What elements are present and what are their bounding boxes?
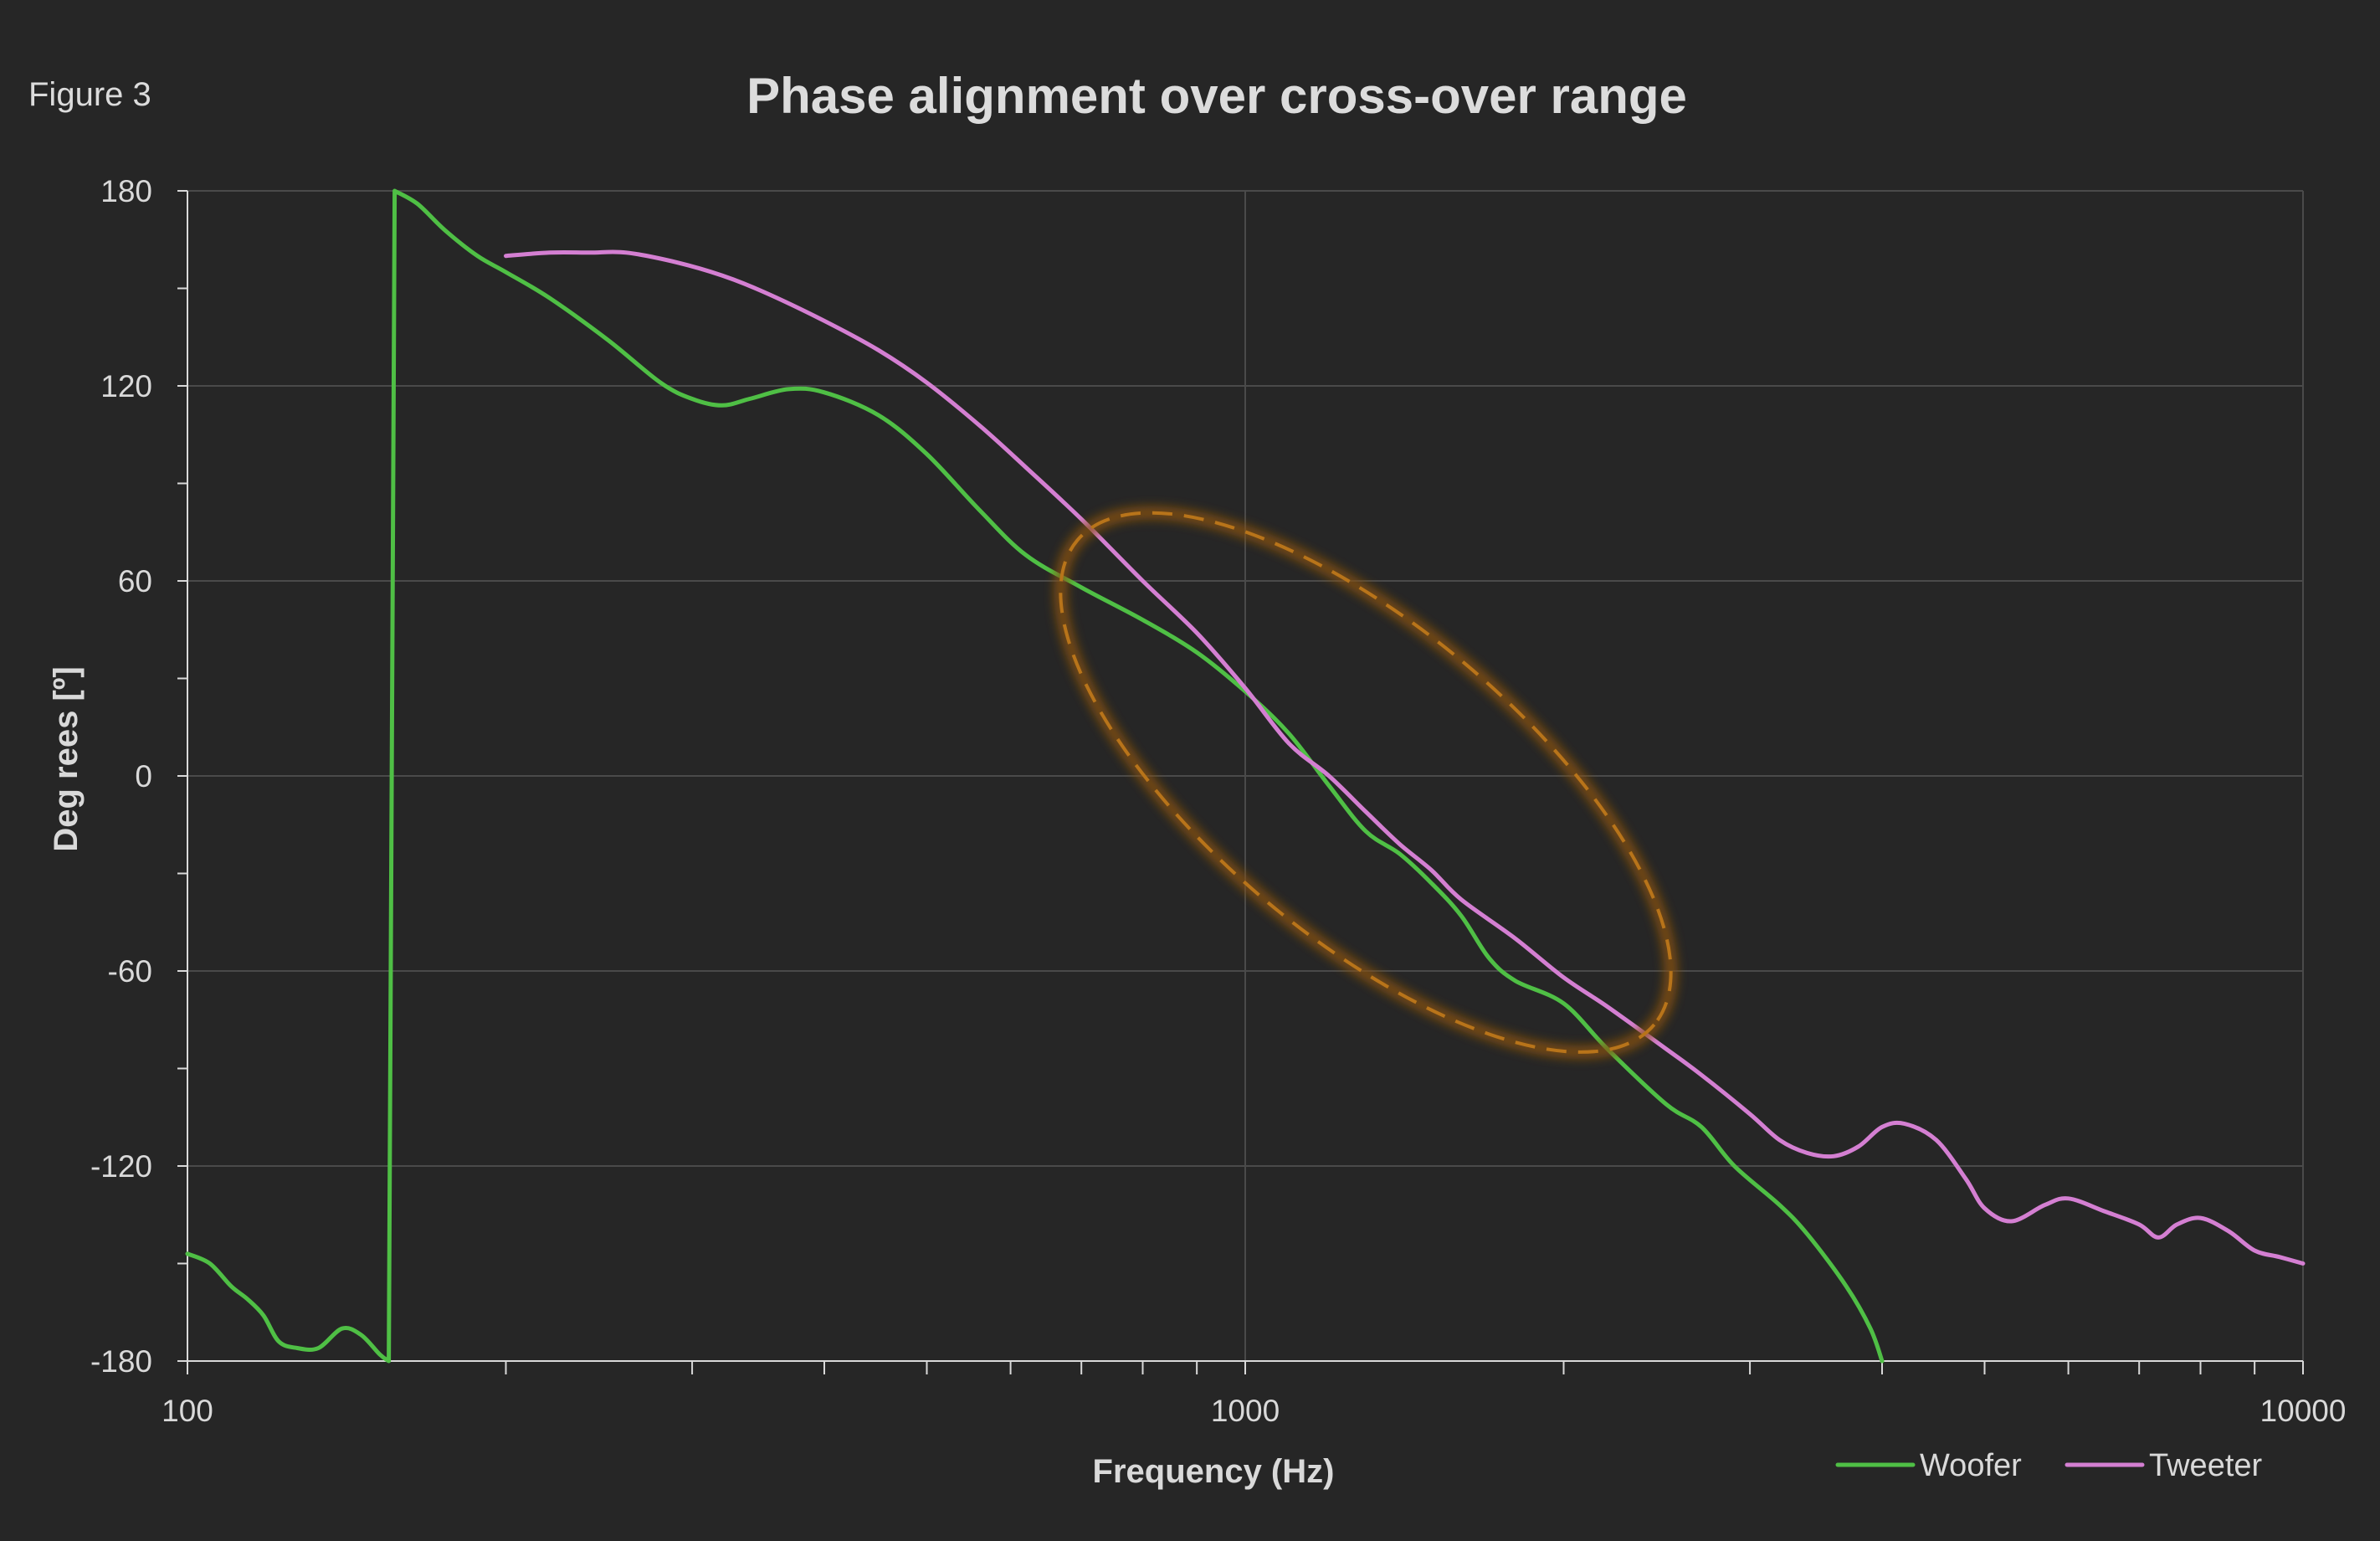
y-axis-title: Deg rees [º] [48,666,85,851]
legend-label-woofer: Woofer [1920,1448,2022,1483]
highlight-ellipse [1059,511,1673,1054]
axes [177,190,2304,1374]
chart-title: Phase alignment over cross-over range [746,68,1687,124]
y-tick-label: 120 [100,369,152,403]
x-tick-label: 1000 [1211,1394,1280,1428]
tick-labels: 180 120 60 0 -60 -120 -180 100 1000 10000 [90,174,2347,1428]
series-line-tweeter [504,249,2306,1266]
y-tick-label: -180 [90,1344,152,1379]
gridlines [187,190,2304,1361]
crossover-highlight [1054,506,1678,1059]
y-tick-label: -120 [90,1149,152,1184]
legend-label-tweeter: Tweeter [2149,1448,2263,1483]
y-tick-label: 0 [135,759,152,794]
x-tick-label: 10000 [2260,1394,2347,1428]
y-tick-label: -60 [108,954,152,989]
legend: Woofer Tweeter [1835,1448,2263,1483]
y-tick-label: 60 [118,564,152,598]
y-tick-label: 180 [100,174,152,208]
figure-label: Figure 3 [28,76,151,113]
x-tick-label: 100 [162,1394,213,1428]
x-axis-title: Frequency (Hz) [1093,1453,1335,1490]
